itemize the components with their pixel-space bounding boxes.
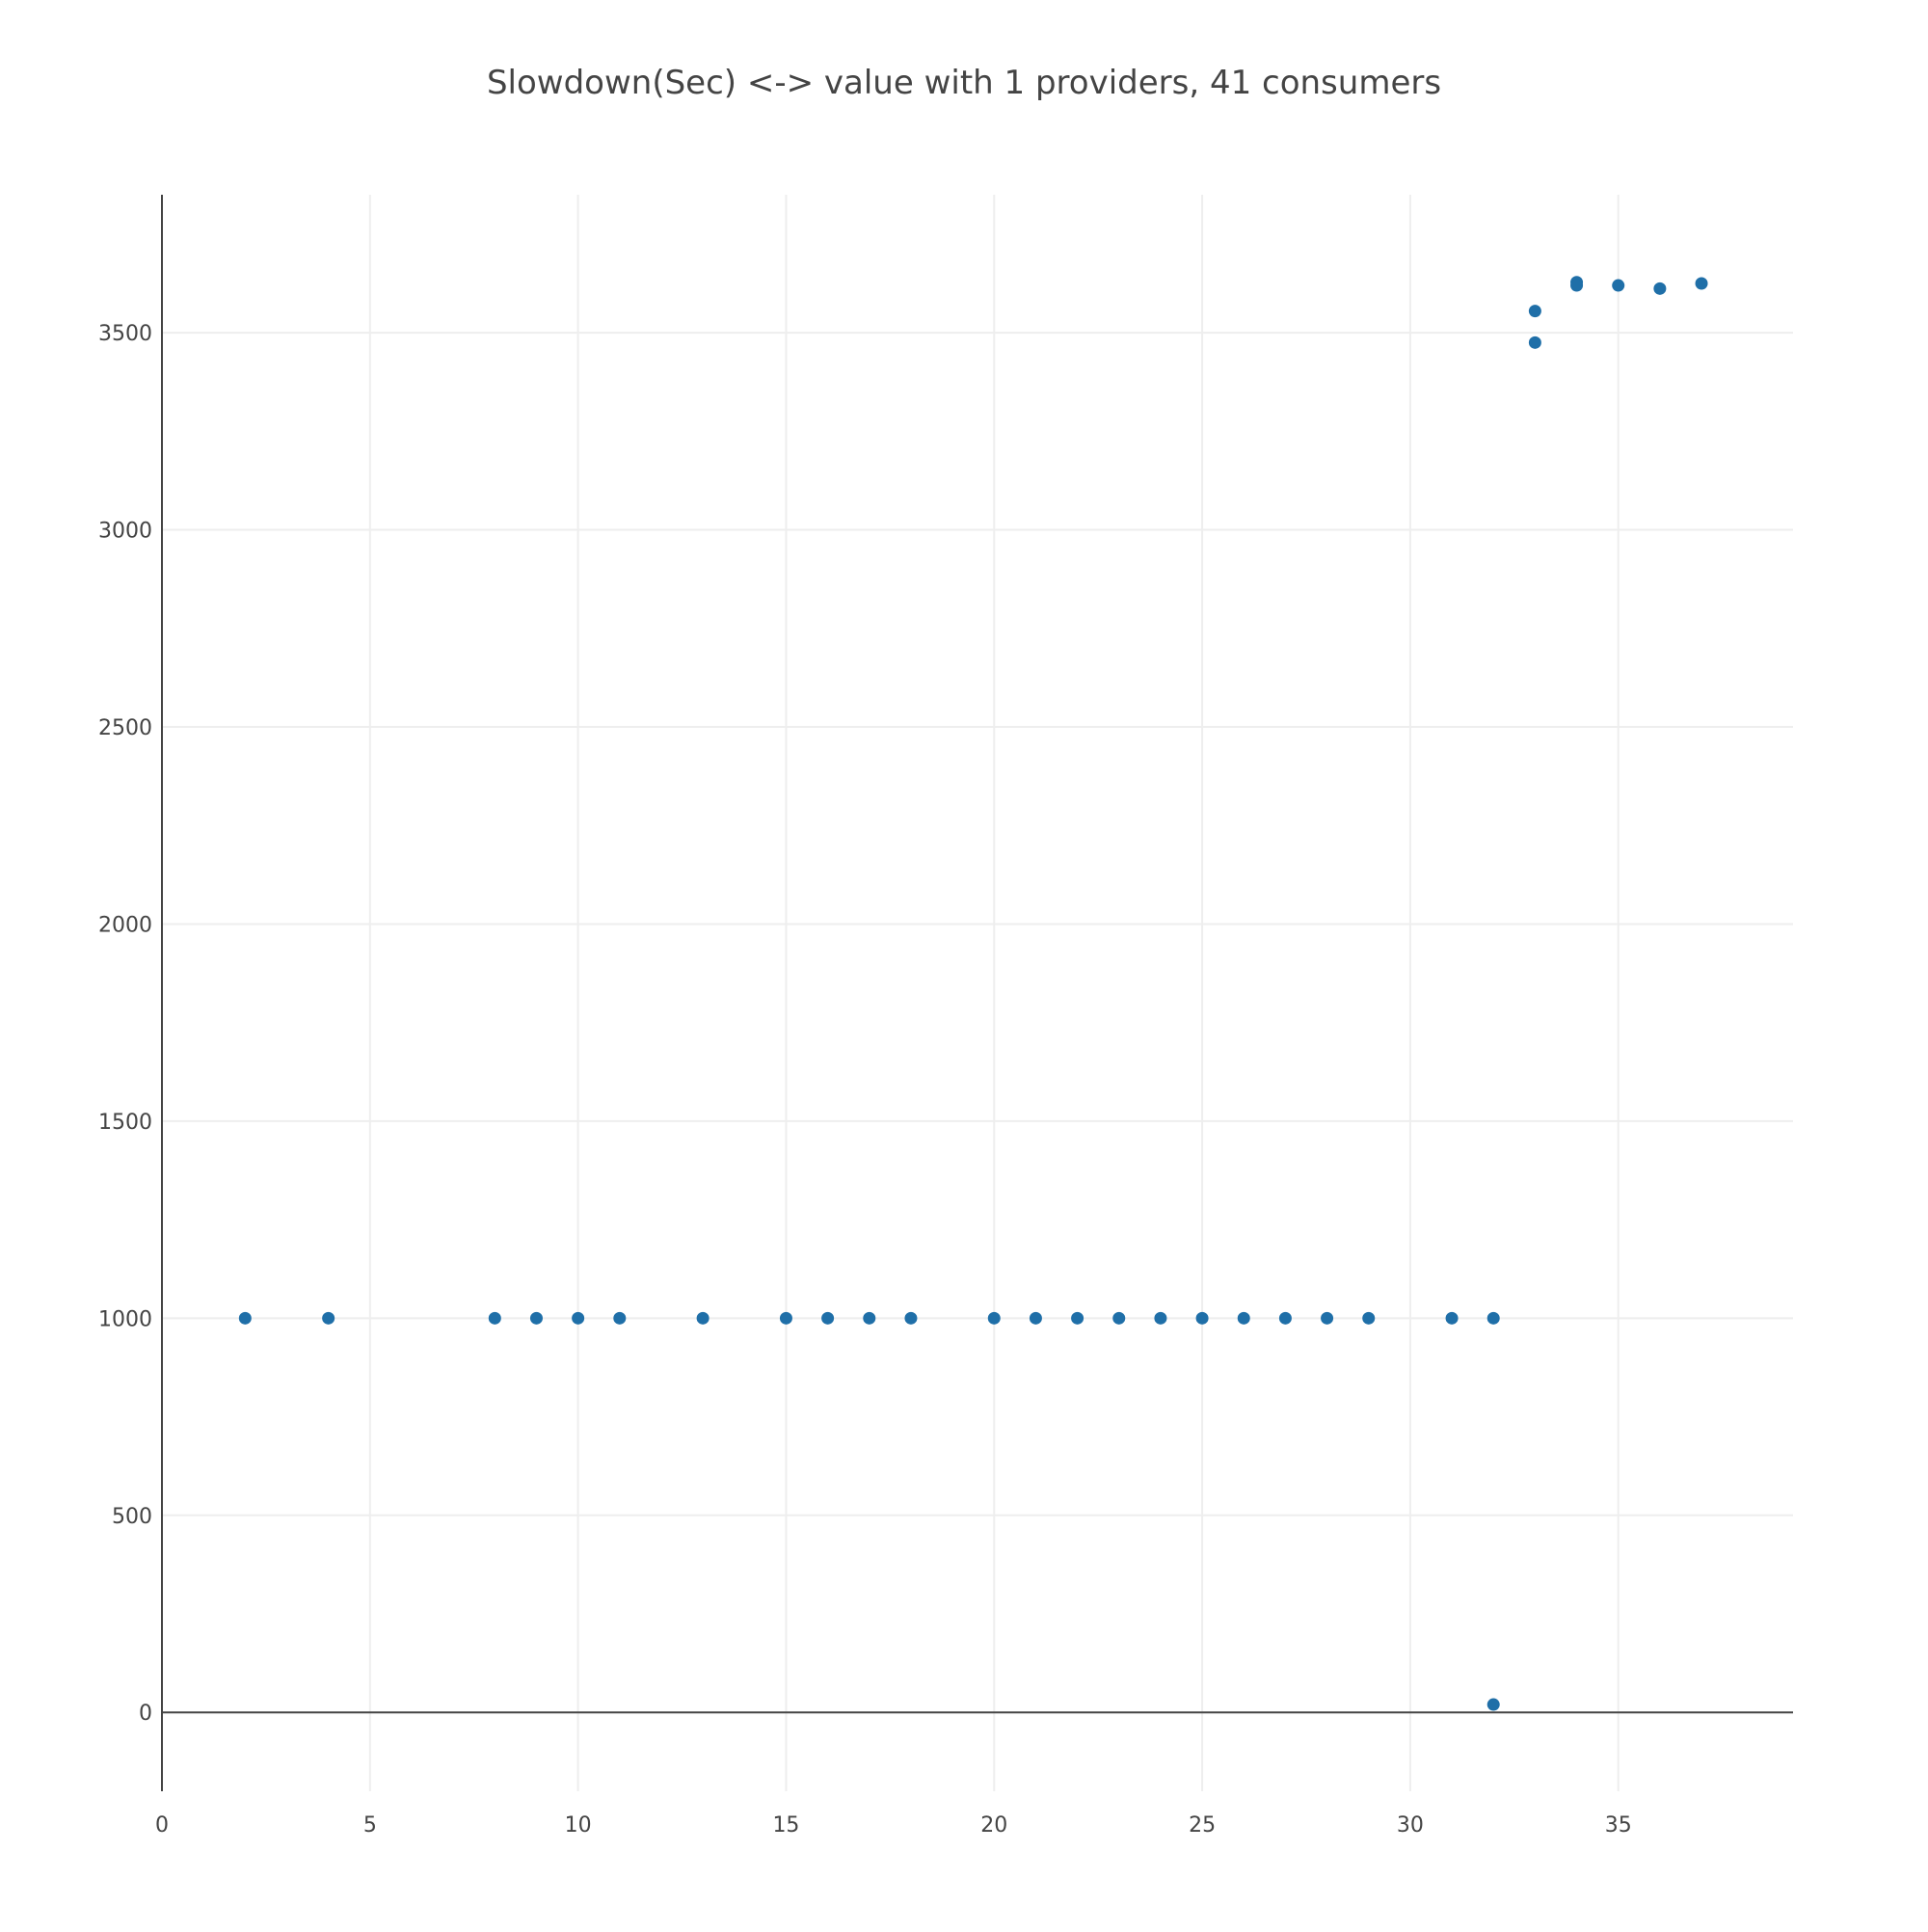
data-point	[821, 1311, 835, 1325]
y-tick-label: 500	[112, 1505, 152, 1529]
data-point	[1570, 279, 1584, 292]
x-tick-label: 25	[1189, 1813, 1216, 1838]
x-tick-label: 15	[772, 1813, 799, 1838]
y-tick-label: 2500	[98, 716, 152, 740]
data-point	[1154, 1311, 1167, 1325]
data-points	[238, 276, 1708, 1711]
x-tick-label: 0	[155, 1813, 169, 1838]
tick-labels: 0 5 10 15 20 25 30 35 0 500 1000 1500 2000 2500 3000 35…	[98, 322, 1632, 1838]
data-point	[1528, 335, 1541, 349]
data-point	[1528, 305, 1541, 318]
x-tick-label: 20	[980, 1813, 1007, 1838]
data-point	[987, 1311, 1001, 1325]
x-tick-label: 35	[1605, 1813, 1632, 1838]
y-tick-label: 3000	[98, 520, 152, 544]
data-point	[572, 1311, 585, 1325]
data-point	[1445, 1311, 1459, 1325]
data-point	[1195, 1311, 1209, 1325]
y-tick-label: 3500	[98, 322, 152, 346]
chart-title: Slowdown(Sec) <-> value with 1 providers…	[486, 64, 1442, 102]
y-tick-label: 1500	[98, 1111, 152, 1135]
x-tick-label: 5	[363, 1813, 377, 1838]
y-tick-label: 1000	[98, 1307, 152, 1331]
data-point	[488, 1311, 501, 1325]
x-tick-label: 10	[565, 1813, 592, 1838]
data-point	[779, 1311, 792, 1325]
data-point	[1029, 1311, 1042, 1325]
grid-lines	[162, 195, 1793, 1791]
data-point	[1695, 277, 1708, 290]
y-tick-label: 2000	[98, 913, 152, 937]
data-point	[322, 1311, 335, 1325]
x-tick-label: 30	[1397, 1813, 1424, 1838]
data-point	[1612, 279, 1625, 292]
data-point	[904, 1311, 918, 1325]
data-point	[1362, 1311, 1376, 1325]
data-point	[1653, 282, 1667, 295]
data-point	[1112, 1311, 1126, 1325]
y-tick-label: 0	[139, 1702, 152, 1726]
data-point	[1321, 1311, 1334, 1325]
data-point	[1486, 1698, 1500, 1711]
data-point	[1278, 1311, 1292, 1325]
data-point	[696, 1311, 710, 1325]
data-point	[613, 1311, 627, 1325]
data-point	[1237, 1311, 1250, 1325]
data-point	[238, 1311, 252, 1325]
data-point	[529, 1311, 543, 1325]
data-point	[1486, 1311, 1500, 1325]
data-point	[1071, 1311, 1084, 1325]
axes	[161, 195, 1793, 1791]
data-point	[863, 1311, 876, 1325]
